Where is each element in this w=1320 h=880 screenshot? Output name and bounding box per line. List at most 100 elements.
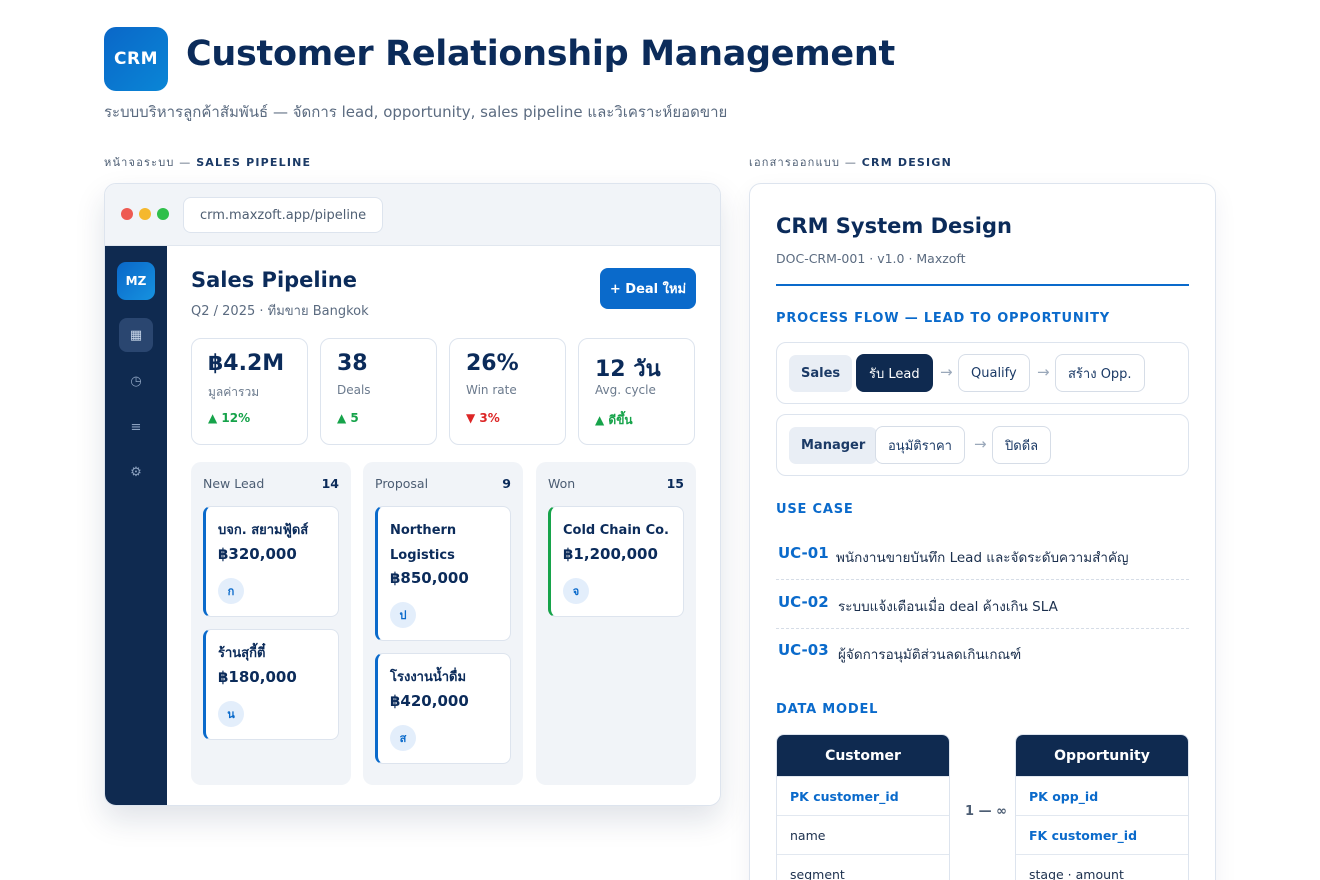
data-model-heading: DATA MODEL — [776, 702, 879, 717]
maximize-window-dot[interactable] — [157, 208, 169, 220]
arrow-right-icon: → — [974, 435, 987, 453]
kpi-label: Deals — [337, 383, 371, 397]
deal-amount: ฿850,000 — [390, 569, 469, 587]
entity-name: Opportunity — [1016, 735, 1188, 776]
flow-step[interactable]: สร้าง Opp. — [1055, 354, 1145, 392]
close-window-dot[interactable] — [121, 208, 133, 220]
deal-amount: ฿1,200,000 — [563, 545, 658, 563]
kpi-delta: ▼ 3% — [466, 411, 500, 425]
arrow-right-icon: → — [1037, 363, 1050, 381]
browser-window: crm.maxzoft.app/pipeline MZ ▦ ◷ ≡ ⚙ Sales P… — [104, 183, 721, 806]
deal-card[interactable]: ร้านสุกี้ตี๋฿180,000 น — [203, 629, 339, 740]
deal-amount: ฿180,000 — [218, 668, 297, 686]
deal-card[interactable]: บจก. สยามฟู้ดส์฿320,000 ก — [203, 506, 339, 617]
owner-avatar: ป — [390, 602, 416, 628]
section-label-prefix: เอกสารออกแบบ — — [749, 156, 858, 169]
kpi-delta: ▲ 12% — [208, 411, 251, 425]
kpi-delta: ▲ ดีขึ้น — [595, 413, 633, 427]
owner-avatar: ส — [390, 725, 416, 751]
sidebar-item-clock[interactable]: ◷ — [119, 364, 153, 398]
crm-logo: CRM — [104, 27, 168, 91]
owner-avatar: จ — [563, 578, 589, 604]
entity-field: FK customer_id — [1016, 815, 1188, 854]
sidebar-item-gear[interactable]: ⚙ — [119, 455, 153, 489]
kpi-card: 38 Deals ▲ 5 — [320, 338, 437, 445]
browser-chrome: crm.maxzoft.app/pipeline — [105, 184, 720, 246]
section-label-prefix: หน้าจอระบบ — — [104, 156, 192, 169]
entity-field: PK customer_id — [777, 776, 949, 815]
deal-name: บจก. สยามฟู้ดส์ — [218, 523, 309, 538]
owner-avatar: ก — [218, 578, 244, 604]
gear-icon: ⚙ — [130, 464, 142, 480]
kpi-card: 26% Win rate ▼ 3% — [449, 338, 566, 445]
deal-name: ร้านสุกี้ตี๋ — [218, 646, 266, 661]
pipeline-column: Proposal 9 Northern Logistics ฿850,000 ปโรงง… — [363, 462, 523, 785]
url-bar[interactable]: crm.maxzoft.app/pipeline — [183, 197, 384, 233]
kpi-card: 12 วัน Avg. cycle ▲ ดีขึ้น — [578, 338, 695, 445]
flow-step[interactable]: รับ Lead — [856, 354, 933, 392]
page-subtitle: ระบบบริหารลูกค้าสัมพันธ์ — จัดการ lead, … — [104, 103, 728, 121]
deal-card[interactable]: โรงงานน้ำดื่ม ฿420,000 ส — [375, 653, 511, 764]
column-title: Won — [548, 476, 576, 491]
app-logo: MZ — [117, 262, 155, 300]
section-label-crm-design: เอกสารออกแบบ — CRM DESIGN — [749, 153, 952, 171]
pipeline-screen: Sales Pipeline Q2 / 2025 · ทีมขาย Bangko… — [167, 246, 720, 805]
kpi-value: ฿4.2M — [208, 351, 285, 376]
flow-step[interactable]: ปิดดีล — [992, 426, 1052, 464]
kpi-label: มูลค่ารวม — [208, 385, 260, 399]
deal-card[interactable]: Cold Chain Co. ฿1,200,000 จ — [548, 506, 684, 617]
section-label-name: SALES PIPELINE — [196, 156, 312, 169]
use-case-text: ระบบแจ้งเตือนเมื่อ deal ค้างเกิน SLA — [838, 598, 1058, 615]
entity-field: segment — [777, 854, 949, 880]
flow-step[interactable]: Qualify — [958, 354, 1030, 392]
flow-step[interactable]: อนุมัติราคา — [875, 426, 965, 464]
owner-avatar: น — [218, 701, 244, 727]
use-case-text: พนักงานขายบันทึก Lead และจัดระดับความสำค… — [836, 550, 1129, 566]
deal-name: Northern Logistics — [390, 523, 457, 563]
kpi-value: 38 — [337, 351, 368, 376]
use-case-id: UC-02 — [778, 592, 829, 611]
deal-name: Cold Chain Co. — [563, 523, 669, 538]
kpi-value: 12 วัน — [595, 357, 661, 382]
doc-meta: DOC-CRM-001 · v1.0 · Maxzoft — [776, 251, 966, 266]
use-case-id: UC-01 — [778, 544, 829, 562]
deal-card[interactable]: Northern Logistics ฿850,000 ป — [375, 506, 511, 641]
column-title: New Lead — [203, 476, 265, 491]
doc-title: CRM System Design — [776, 214, 1012, 238]
relation-label: 1 — ∞ — [965, 804, 1007, 819]
kpi-label: Avg. cycle — [595, 383, 656, 397]
kpi-card: ฿4.2M มูลค่ารวม ▲ 12% — [191, 338, 308, 445]
kpi-delta: ▲ 5 — [337, 411, 359, 425]
grid-icon: ▦ — [129, 327, 143, 343]
kpi-label: Win rate — [466, 383, 517, 397]
flow-role: Manager — [789, 427, 878, 464]
pipeline-subtitle: Q2 / 2025 · ทีมขาย Bangkok — [191, 304, 369, 319]
sidebar-item-list[interactable]: ≡ — [119, 410, 153, 444]
entity-field: stage · amount — [1016, 854, 1188, 880]
pipeline-column: New Lead 14 บจก. สยามฟู้ดส์฿320,000 กร้านสุ… — [191, 462, 351, 785]
kpi-value: 26% — [466, 351, 519, 376]
clock-icon: ◷ — [130, 373, 142, 389]
doc-divider — [776, 284, 1189, 286]
new-deal-button[interactable]: + Deal ใหม่ — [600, 268, 696, 309]
process-flow-lane: Manager อนุมัติราคา → ปิดดีล — [776, 414, 1189, 476]
use-case-heading: USE CASE — [776, 502, 854, 517]
entity-name: Customer — [777, 735, 949, 776]
column-title: Proposal — [375, 476, 429, 491]
design-document: CRM System Design DOC-CRM-001 · v1.0 · M… — [749, 183, 1216, 880]
section-label-sales-pipeline: หน้าจอระบบ — SALES PIPELINE — [104, 153, 311, 171]
section-label-name: CRM DESIGN — [861, 156, 952, 169]
minimize-window-dot[interactable] — [139, 208, 151, 220]
sidebar-item-grid[interactable]: ▦ — [119, 318, 153, 352]
column-count: 9 — [502, 476, 511, 491]
use-case-row: UC-01 พนักงานขายบันทึก Lead และจัดระดับคว… — [776, 532, 1189, 580]
arrow-right-icon: → — [940, 363, 953, 381]
entity-field: PK opp_id — [1016, 776, 1188, 815]
column-count: 14 — [321, 476, 339, 491]
use-case-id: UC-03 — [778, 641, 829, 659]
deal-amount: ฿420,000 — [390, 692, 469, 710]
deal-amount: ฿320,000 — [218, 545, 297, 563]
use-case-row: UC-02 ระบบแจ้งเตือนเมื่อ deal ค้างเกิน SL… — [776, 581, 1189, 629]
sidebar: MZ ▦ ◷ ≡ ⚙ — [105, 246, 167, 805]
list-icon: ≡ — [130, 419, 142, 435]
